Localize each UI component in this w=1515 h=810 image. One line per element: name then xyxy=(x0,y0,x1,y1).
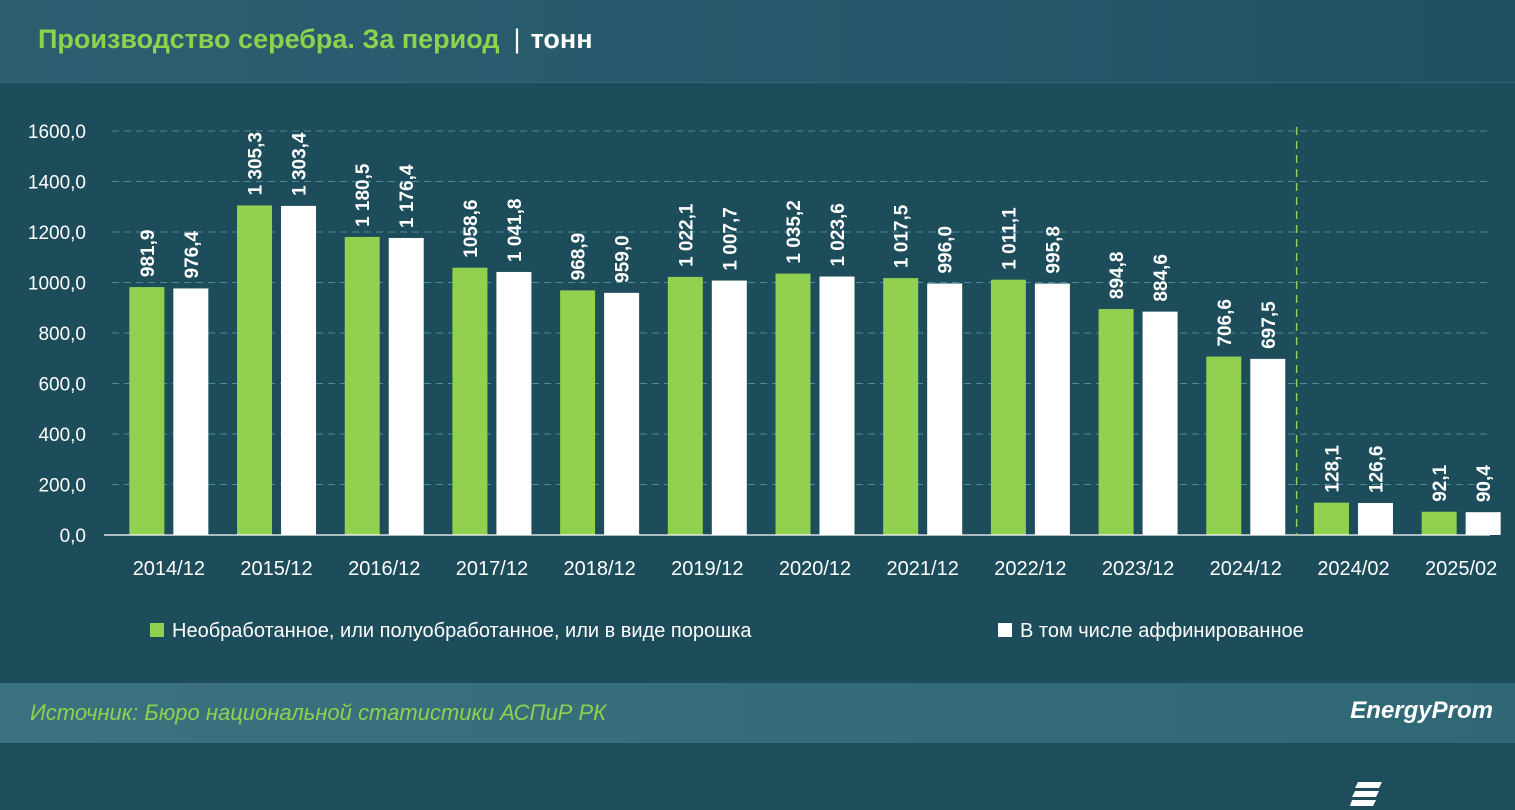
bar-green xyxy=(1206,357,1241,535)
bar-green xyxy=(129,287,164,535)
y-tick-label: 1200,0 xyxy=(28,223,86,244)
data-label: 1 007,7 xyxy=(720,207,741,270)
footer-bar: Источник: Бюро национальной статистики А… xyxy=(0,683,1515,743)
data-label: 1 011,1 xyxy=(999,207,1020,270)
y-tick-label: 1400,0 xyxy=(28,173,86,194)
y-tick-label: 200,0 xyxy=(38,476,86,497)
bar-white xyxy=(927,284,962,535)
logo-mark-icon xyxy=(1350,780,1384,810)
legend-label: Необработанное, или полуобработанное, ил… xyxy=(172,620,752,642)
bar-green xyxy=(776,274,811,535)
data-label: 90,4 xyxy=(1474,465,1495,502)
bar-green xyxy=(1099,309,1134,535)
data-label: 884,6 xyxy=(1151,254,1172,302)
bar-white xyxy=(173,288,208,535)
y-tick-label: 0,0 xyxy=(60,526,86,547)
bar-white xyxy=(1143,312,1178,535)
data-label: 1 022,1 xyxy=(676,203,697,267)
data-label: 995,8 xyxy=(1043,226,1064,274)
bar-green xyxy=(668,277,703,535)
y-tick-label: 600,0 xyxy=(38,375,86,396)
x-tick-label: 2020/12 xyxy=(779,558,851,580)
x-tick-label: 2024/12 xyxy=(1210,558,1282,580)
bar-white xyxy=(820,277,855,535)
x-tick-label: 2024/02 xyxy=(1317,558,1389,580)
legend-swatch-green xyxy=(150,623,164,637)
bar-green xyxy=(345,237,380,535)
logo-text: EnergyProm xyxy=(1350,697,1493,725)
bar-green xyxy=(1314,503,1349,535)
bar-green xyxy=(237,205,272,535)
bar-green xyxy=(560,290,595,535)
data-label: 1058,6 xyxy=(461,200,482,258)
data-label: 976,4 xyxy=(182,230,203,278)
data-label: 1 176,4 xyxy=(397,164,418,228)
y-tick-label: 1000,0 xyxy=(28,274,86,295)
y-tick-label: 400,0 xyxy=(38,425,86,446)
bar-white xyxy=(281,206,316,535)
data-label: 894,8 xyxy=(1107,252,1128,300)
data-label: 1 041,8 xyxy=(505,199,526,262)
bar-green xyxy=(1422,512,1457,535)
data-label: 981,9 xyxy=(138,230,159,278)
data-label: 1 303,4 xyxy=(290,132,311,196)
data-label: 1 305,3 xyxy=(246,132,267,195)
bar-green xyxy=(883,278,918,535)
source-text: Источник: Бюро национальной статистики А… xyxy=(30,700,606,726)
x-tick-label: 2025/02 xyxy=(1425,558,1497,580)
bar-chart: 0,0 200,0 400,0 600,0 800,0 1000,0 1200,0 1400,… xyxy=(0,83,1515,681)
title-separator: | xyxy=(514,24,521,54)
x-tick-label: 2021/12 xyxy=(887,558,959,580)
data-label: 959,0 xyxy=(613,235,634,283)
data-label: 126,6 xyxy=(1366,445,1387,493)
x-tick-label: 2022/12 xyxy=(994,558,1066,580)
legend-swatch-white xyxy=(998,623,1012,637)
data-label: 1 017,5 xyxy=(892,204,913,268)
title-unit: тонн xyxy=(531,24,593,54)
bar-white xyxy=(1250,359,1285,535)
x-tick-label: 2023/12 xyxy=(1102,558,1174,580)
data-label: 706,6 xyxy=(1215,299,1236,347)
data-label: 968,9 xyxy=(569,233,590,281)
bar-white xyxy=(604,293,639,535)
energyprom-logo: EnergyProm xyxy=(1350,697,1493,725)
data-label: 1 035,2 xyxy=(784,200,805,263)
legend-label: В том числе аффинированное xyxy=(1020,620,1304,642)
x-tick-label: 2014/12 xyxy=(133,558,205,580)
bar-green xyxy=(452,268,487,535)
x-tick-label: 2018/12 xyxy=(563,558,635,580)
data-label: 92,1 xyxy=(1430,464,1451,501)
data-label: 996,0 xyxy=(936,226,957,274)
header-bar: Производство серебра. За период | тонн xyxy=(0,0,1515,83)
data-label: 128,1 xyxy=(1322,445,1343,493)
data-label: 697,5 xyxy=(1259,301,1280,349)
chart-title: Производство серебра. За период | тонн xyxy=(38,24,593,55)
bar-white xyxy=(1035,284,1070,535)
bar-white xyxy=(496,272,531,535)
bar-green xyxy=(991,280,1026,535)
bar-white xyxy=(712,281,747,535)
bar-white xyxy=(389,238,424,535)
bar-white xyxy=(1358,503,1393,535)
bar-white xyxy=(1466,512,1501,535)
x-tick-label: 2019/12 xyxy=(671,558,743,580)
data-label: 1 023,6 xyxy=(828,203,849,266)
title-text: Производство серебра. За период xyxy=(38,24,500,54)
x-tick-label: 2017/12 xyxy=(456,558,528,580)
data-label: 1 180,5 xyxy=(353,163,374,227)
y-tick-label: 800,0 xyxy=(38,324,86,345)
x-tick-label: 2016/12 xyxy=(348,558,420,580)
y-tick-label: 1600,0 xyxy=(28,122,86,143)
x-tick-label: 2015/12 xyxy=(240,558,312,580)
